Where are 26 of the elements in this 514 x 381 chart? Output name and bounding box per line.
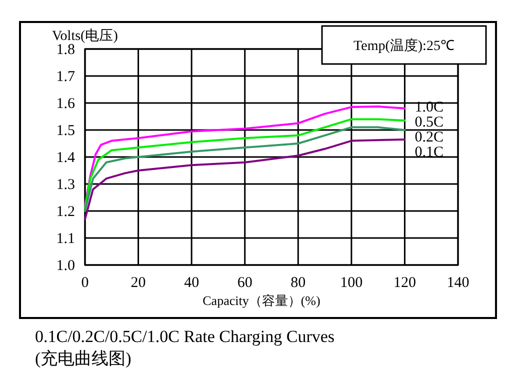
y-tick-label: 1.7 (56, 69, 76, 85)
y-tick-label: 1.3 (56, 177, 75, 193)
series-label: 0.1C (414, 144, 444, 160)
x-tick-label: 140 (446, 275, 470, 291)
series-label: 0.2C (414, 129, 444, 146)
x-tick-label: 100 (340, 275, 363, 291)
x-tick-label: 0 (81, 275, 89, 291)
x-tick-label: 20 (130, 275, 146, 291)
text: (充电曲线图) (35, 349, 132, 368)
x-tick-label: 120 (393, 275, 416, 291)
x-tick-label: 80 (290, 275, 306, 291)
y-tick-label: 1.0 (56, 258, 75, 274)
y-tick-label: 1.5 (56, 123, 75, 139)
y-tick-label: 1.8 (56, 42, 75, 58)
x-axis-title: Capacity（容量）(%) (202, 293, 320, 308)
text: 0.1C/0.2C/0.5C/1.0C Rate Charging Curves (35, 327, 335, 346)
y-tick-label: 1.4 (56, 150, 76, 166)
y-axis-title: Volts(电压) (52, 28, 118, 44)
series-label: 0.5C (414, 114, 444, 130)
y-tick-label: 1.6 (56, 96, 76, 112)
x-tick-label: 60 (237, 275, 252, 291)
x-tick-label: 40 (184, 275, 200, 291)
y-tick-label: 1.2 (56, 204, 75, 220)
line-series (84, 138, 406, 220)
y-tick-label: 1.1 (56, 231, 75, 247)
annotation: Temp(温度):25℃ (354, 38, 454, 54)
